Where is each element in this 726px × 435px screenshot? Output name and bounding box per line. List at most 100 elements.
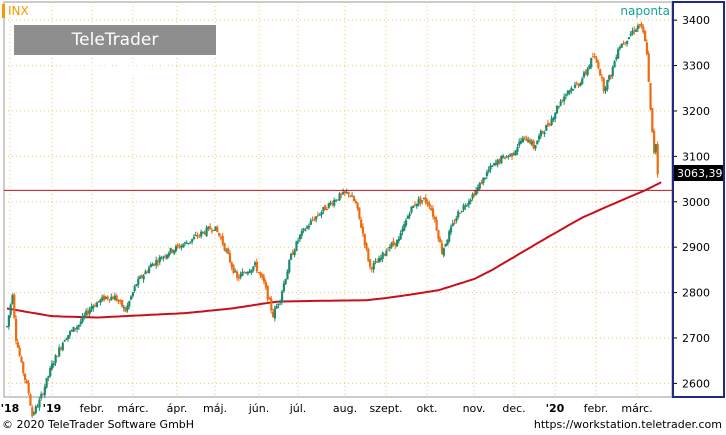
- candle-body: [31, 407, 34, 416]
- candle-body: [130, 296, 133, 300]
- candle-body: [214, 226, 217, 231]
- candle-body: [309, 220, 312, 225]
- candle-body: [288, 260, 291, 273]
- candle-body: [115, 295, 118, 301]
- candle-body: [561, 100, 564, 102]
- candle-body: [566, 91, 569, 95]
- candle-body: [22, 361, 25, 374]
- candle-body: [223, 243, 226, 251]
- symbol-label[interactable]: INX: [8, 4, 29, 18]
- candle-body: [252, 266, 255, 271]
- candle-body: [216, 227, 219, 232]
- candle-body: [88, 309, 91, 314]
- candle-body: [394, 242, 397, 246]
- candle-body: [627, 37, 631, 40]
- candle-body: [322, 206, 325, 212]
- candle-body: [185, 242, 188, 244]
- candle-body: [352, 196, 356, 201]
- candle-body: [257, 272, 260, 274]
- candle-body: [180, 245, 183, 248]
- candle-body: [191, 238, 194, 242]
- candle-body: [383, 253, 386, 255]
- candle-body: [527, 139, 530, 143]
- candle-body: [219, 237, 223, 239]
- copyright-text: © 2020 TeleTrader Software GmbH: [2, 418, 195, 431]
- candle-body: [279, 300, 282, 304]
- candle-body: [385, 250, 388, 257]
- period-label[interactable]: naponta: [620, 4, 670, 18]
- candle-body: [77, 324, 81, 327]
- candle-body: [435, 219, 438, 231]
- candle-body: [50, 363, 54, 370]
- candle-body: [174, 246, 178, 251]
- candle-body: [631, 31, 634, 34]
- candle-body: [638, 24, 641, 26]
- candle-body: [104, 296, 108, 299]
- candle-body: [65, 338, 68, 340]
- x-tick-label: dec.: [502, 402, 525, 415]
- y-tick-label: 3400: [682, 14, 710, 27]
- candle-body: [156, 261, 160, 264]
- candle-body: [173, 250, 176, 254]
- candle-body: [243, 272, 246, 274]
- candle-body: [545, 124, 548, 131]
- y-tick-label: 2600: [682, 377, 710, 390]
- candle-body: [521, 138, 525, 143]
- candle-body: [599, 69, 602, 76]
- candle-body: [412, 205, 415, 208]
- candle-body: [237, 277, 241, 279]
- candle-body: [379, 257, 383, 260]
- candle-body: [277, 303, 280, 306]
- candle-body: [645, 42, 649, 55]
- grid-lines: [4, 2, 672, 397]
- candle-body: [550, 118, 553, 125]
- candle-body: [336, 199, 339, 201]
- candle-body: [588, 65, 591, 69]
- candle-body: [480, 182, 483, 185]
- candle-body: [642, 26, 645, 33]
- candle-body: [500, 155, 503, 164]
- candle-body: [254, 262, 257, 266]
- last-price-label: 3063,39: [677, 167, 723, 180]
- candle-body: [453, 222, 456, 224]
- candle-body: [245, 272, 248, 274]
- candle-body: [108, 299, 111, 301]
- candle-body: [493, 163, 496, 166]
- source-url[interactable]: https://workstation.teletrader.com: [533, 418, 722, 431]
- candle-body: [189, 241, 192, 243]
- candle-body: [577, 84, 580, 87]
- candle-body: [406, 215, 409, 219]
- candle-body: [56, 356, 59, 358]
- x-tick-label: okt.: [417, 402, 438, 415]
- candle-body: [620, 43, 623, 48]
- candle-body: [239, 273, 242, 278]
- candle-body: [586, 68, 589, 76]
- x-tick-label: febr.: [584, 402, 609, 415]
- candle-body: [298, 234, 302, 240]
- candle-body: [439, 238, 442, 243]
- candle-body: [608, 75, 611, 80]
- candle-body: [537, 135, 541, 140]
- candle-body: [203, 232, 206, 235]
- candle-body: [178, 246, 181, 248]
- y-tick-label: 2800: [682, 287, 710, 300]
- candle-body: [609, 74, 613, 78]
- candle-body: [81, 316, 84, 322]
- candle-body: [390, 242, 393, 247]
- candle-body: [101, 296, 104, 301]
- candle-body: [264, 282, 268, 288]
- candle-body: [370, 267, 374, 270]
- candle-body: [363, 233, 366, 245]
- candle-body: [644, 31, 647, 42]
- candle-body: [324, 205, 327, 211]
- candle-body: [36, 406, 39, 408]
- candle-body: [505, 156, 508, 158]
- candle-body: [600, 76, 604, 79]
- candle-body: [568, 90, 571, 93]
- candle-body: [29, 394, 32, 406]
- candle-body: [140, 275, 143, 278]
- candle-body: [404, 220, 408, 226]
- candle-body: [293, 250, 296, 256]
- candle-body: [162, 256, 165, 258]
- candle-body: [396, 239, 399, 247]
